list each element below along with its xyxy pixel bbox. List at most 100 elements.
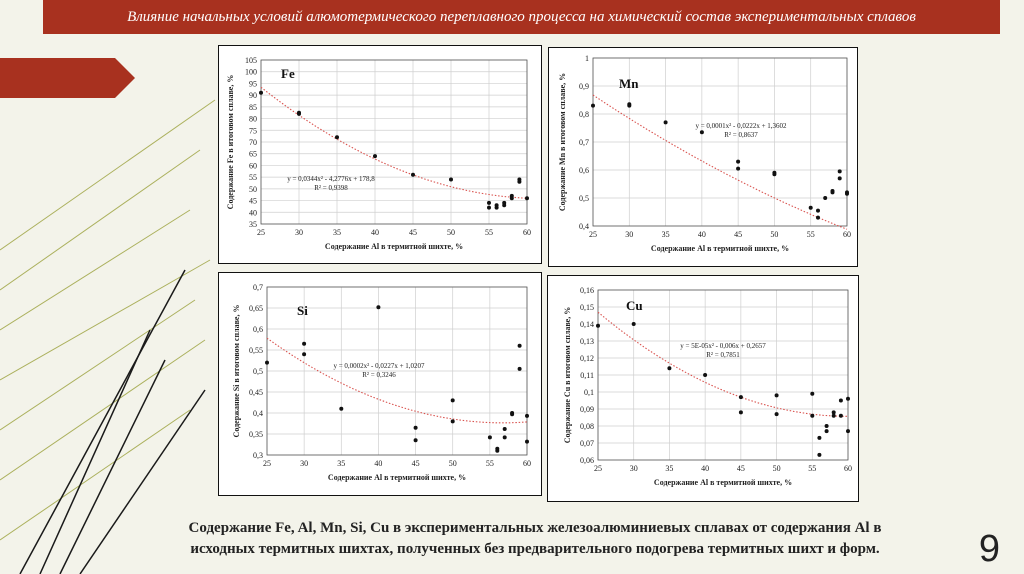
si-xtick-label: 55 [486,459,494,468]
mn-x-axis-label: Содержание Al в термитной шихте, % [651,244,789,253]
figure-caption: Содержание Fe, Al, Mn, Si, Cu в эксперим… [120,518,950,560]
fe-ytick-label: 95 [249,79,257,88]
cu-data-point [831,413,836,418]
si-trend-line [266,337,528,424]
fe-ytick-label: 85 [249,103,257,112]
mn-data-point [663,120,668,125]
si-data-point [502,435,507,440]
fe-data-point [487,200,491,205]
chart-mn: 0,4 0,5 0,6 0,7 0,8 0,9 1 25 30 35 40 45 50 55 60 Mn y =… [558,54,851,253]
fe-r-squared: R² = 0,9398 [314,184,348,192]
mn-y-axis-label: Содержание Mn в итоговом сплаве, % [558,73,567,211]
si-data-point [302,341,307,346]
chart-si: 0,3 0,35 0,4 0,45 0,5 0,55 0,6 0,65 0,7 25 30 35 40 4… [232,283,531,482]
caption-line-2: исходных термитных шихтах, полученных бе… [190,541,880,557]
cu-ytick-label: 0,13 [580,337,594,346]
cu-data-point [703,373,708,377]
mn-data-point [627,103,632,108]
si-data-point [450,398,455,403]
si-xtick-label: 60 [523,459,531,468]
cu-r-squared: R² = 0,7851 [706,351,740,359]
fe-data-point [335,135,339,140]
fe-data-point [373,154,377,159]
cu-data-point [817,452,822,457]
cu-data-point [738,395,743,400]
mn-ytick-label: 0,6 [579,166,589,175]
fe-element-label: Fe [281,66,295,81]
mn-xtick-label: 35 [662,230,670,239]
fe-trend-line [260,86,528,199]
fe-data-point [525,196,529,201]
cu-element-label: Cu [626,298,643,313]
fe-ytick-label: 35 [249,220,257,229]
fe-ytick-label: 55 [249,173,257,182]
si-data-point [510,412,515,417]
mn-xtick-label: 30 [625,230,633,239]
cu-y-axis-label: Содержание Cu в итоговом сплаве, % [563,307,572,443]
cu-data-point [810,413,815,418]
cu-data-point [596,323,600,328]
mn-data-point [845,191,849,196]
cu-data-point [667,366,672,371]
page-number: 9 [978,528,1000,570]
cu-xtick-label: 50 [773,464,781,473]
si-data-point [339,406,344,411]
fe-xtick-label: 55 [485,228,493,237]
si-ytick-label: 0,55 [249,346,263,355]
mn-data-point [736,159,741,164]
mn-ytick-label: 0,5 [579,194,589,203]
si-trend-equation: y = 0,0002x² - 0,0227x + 1,0207 [333,362,425,370]
fe-xtick-label: 45 [409,228,417,237]
si-data-point [302,352,307,357]
fe-data-point [487,205,491,210]
fe-xtick-label: 50 [447,228,455,237]
si-ytick-label: 0,5 [253,367,263,376]
fe-trend-equation: y = 0,0344x² - 4,2776x + 178,8 [287,175,375,183]
fe-xtick-label: 30 [295,228,303,237]
cu-x-axis-label: Содержание Al в термитной шихте, % [654,478,792,487]
si-ytick-label: 0,45 [249,388,263,397]
mn-data-point [699,130,704,135]
cu-data-point [838,413,843,418]
si-xtick-label: 30 [300,459,308,468]
mn-ytick-label: 0,8 [579,110,589,119]
cu-ytick-label: 0,16 [580,286,594,295]
chart-panel-mn: 0,4 0,5 0,6 0,7 0,8 0,9 1 25 30 35 40 45 50 55 60 Mn y =… [548,47,858,267]
si-x-axis-label: Содержание Al в термитной шихте, % [328,473,466,482]
mn-data-point [736,166,741,171]
cu-data-point [774,393,779,398]
si-data-point [517,366,522,371]
fe-xtick-label: 40 [371,228,379,237]
fe-ytick-label: 65 [249,150,257,159]
fe-data-point [259,90,263,95]
si-data-point [265,360,269,365]
cu-xtick-label: 55 [808,464,816,473]
fe-ytick-label: 60 [249,161,257,170]
mn-xtick-label: 60 [843,230,851,239]
mn-data-point [830,189,835,193]
fe-xtick-label: 35 [333,228,341,237]
cu-trend-line [597,311,848,417]
chart-panel-fe: 35 40 45 50 55 60 65 70 75 80 85 90 95 100 105 25 30 35 40… [218,45,542,264]
fe-data-point [517,179,522,184]
si-data-point [495,448,500,453]
cu-data-point [838,398,843,403]
si-data-point [487,435,492,440]
chart-panel-si: 0,3 0,35 0,4 0,45 0,5 0,55 0,6 0,65 0,7 25 30 35 40 4… [218,272,542,496]
fe-xtick-label: 25 [257,228,265,237]
fe-y-axis-label: Содержание Fe в итоговом сплаве, % [226,75,235,210]
slide-title: Влияние начальных условий алюмотермическ… [43,0,1000,34]
si-data-point [413,425,418,430]
si-data-point [502,427,507,431]
si-xtick-label: 40 [374,459,382,468]
mn-ytick-label: 1 [585,54,589,63]
mn-plot-frame [592,57,848,227]
si-ytick-label: 0,35 [249,430,263,439]
cu-ytick-label: 0,14 [580,320,594,329]
mn-data-point [837,169,842,174]
si-data-point [413,438,418,443]
fe-ytick-label: 90 [249,91,257,100]
si-ytick-label: 0,7 [253,283,263,292]
si-plot-frame [266,286,528,456]
fe-ytick-label: 100 [245,68,257,77]
